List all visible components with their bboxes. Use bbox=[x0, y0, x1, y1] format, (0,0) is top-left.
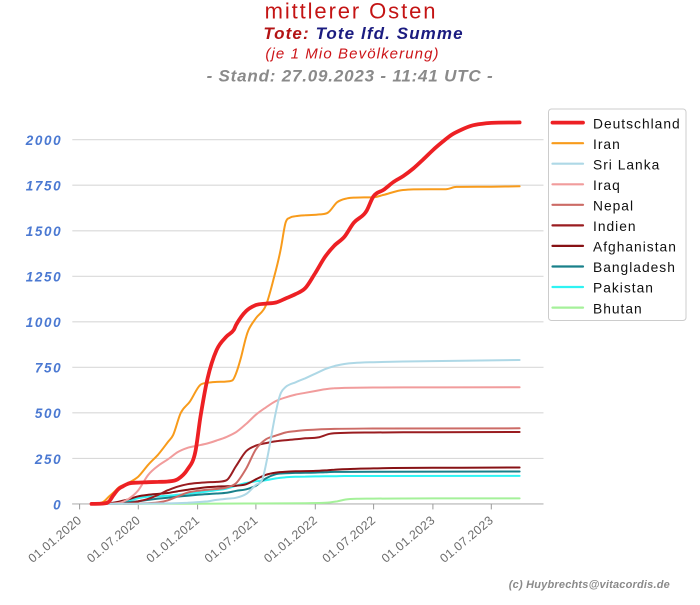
svg-text:Sri Lanka: Sri Lanka bbox=[593, 157, 660, 172]
svg-text:- Stand: 27.09.2023 - 11:41 UT: - Stand: 27.09.2023 - 11:41 UTC - bbox=[207, 67, 494, 86]
svg-text:Bhutan: Bhutan bbox=[593, 301, 643, 316]
svg-text:1000: 1000 bbox=[26, 315, 62, 330]
svg-text:Indien: Indien bbox=[593, 219, 637, 234]
svg-text:(c) Huybrechts@vitacordis.de: (c) Huybrechts@vitacordis.de bbox=[509, 579, 670, 591]
svg-text:Deutschland: Deutschland bbox=[593, 116, 681, 131]
svg-text:Pakistan: Pakistan bbox=[593, 281, 654, 296]
svg-text:Afghanistan: Afghanistan bbox=[593, 240, 677, 255]
svg-text:Nepal: Nepal bbox=[593, 199, 634, 214]
svg-text:500: 500 bbox=[35, 406, 62, 421]
svg-text:1500: 1500 bbox=[26, 224, 62, 239]
svg-text:1250: 1250 bbox=[26, 270, 62, 285]
svg-text:(je 1 Mio Bevölkerung): (je 1 Mio Bevölkerung) bbox=[265, 46, 439, 63]
svg-text:1750: 1750 bbox=[26, 179, 62, 194]
svg-text:mittlerer Osten: mittlerer Osten bbox=[265, 0, 438, 24]
svg-text:250: 250 bbox=[34, 452, 62, 467]
svg-text:750: 750 bbox=[35, 361, 62, 376]
svg-text:Tote: Tote lfd. Summe: Tote: Tote lfd. Summe bbox=[263, 24, 463, 43]
svg-text:2000: 2000 bbox=[25, 133, 62, 148]
svg-text:Iran: Iran bbox=[593, 137, 621, 152]
svg-text:0: 0 bbox=[53, 497, 62, 512]
svg-text:Bangladesh: Bangladesh bbox=[593, 260, 676, 275]
svg-text:Iraq: Iraq bbox=[593, 178, 621, 193]
